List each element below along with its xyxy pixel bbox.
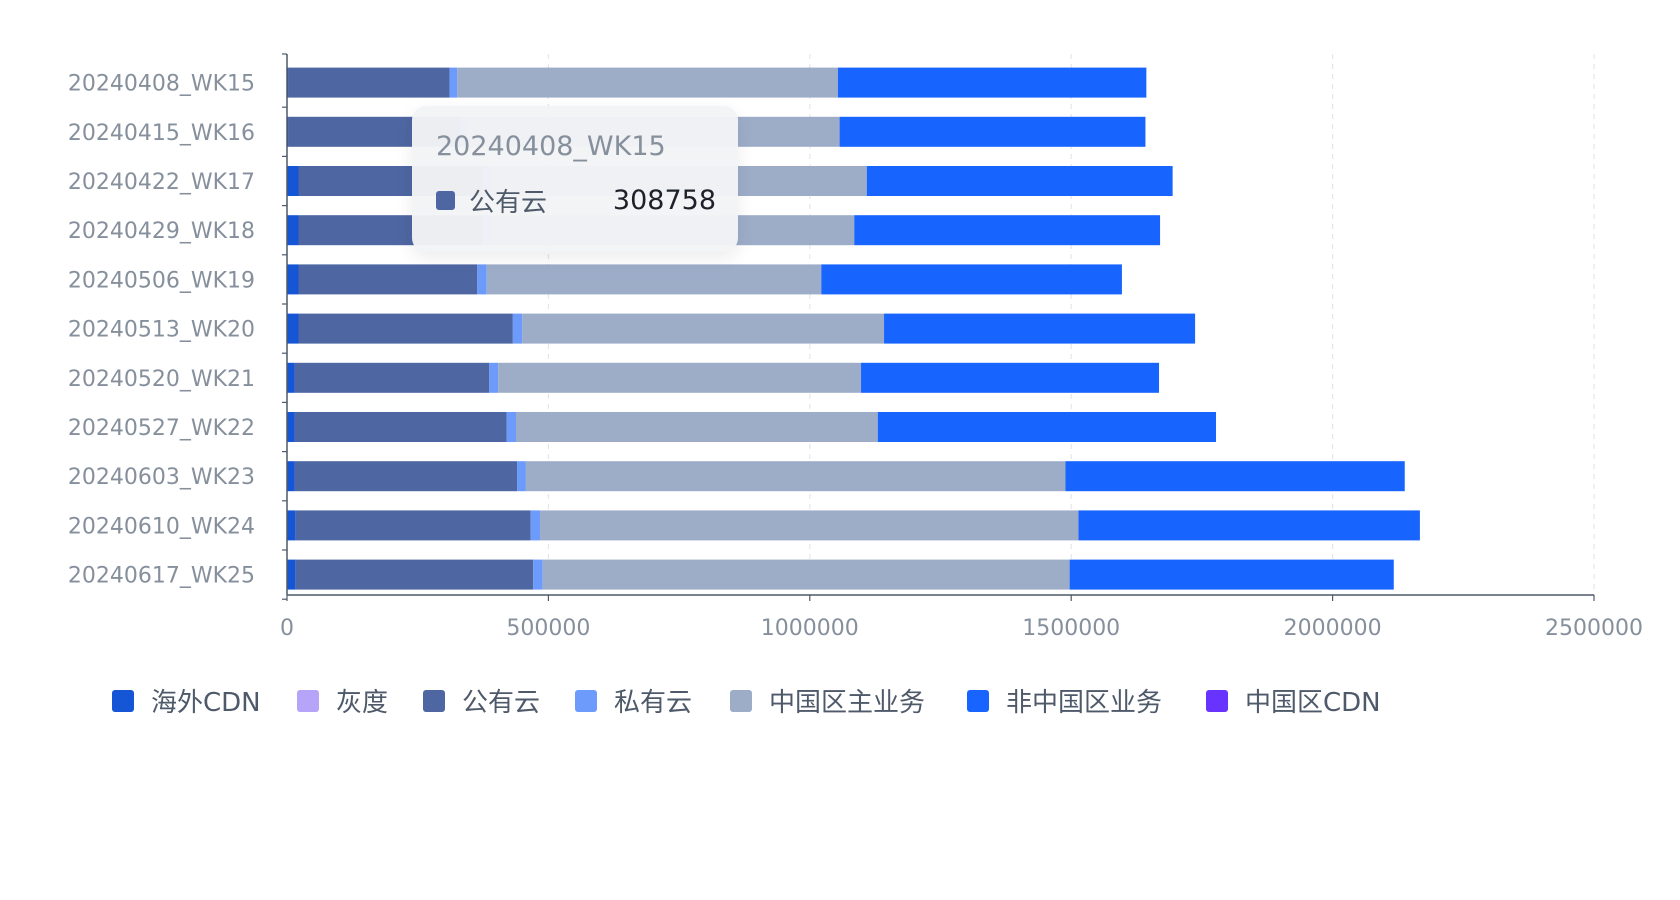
bar-segment[interactable]	[884, 313, 1196, 344]
tooltip-title: 20240408_WK15	[436, 131, 666, 162]
bar-segment[interactable]	[542, 559, 1070, 590]
bar-segment[interactable]	[821, 264, 1122, 295]
y-tick-label: 20240527_WK22	[68, 416, 255, 441]
x-tick-label: 500000	[506, 616, 590, 641]
bar-segment[interactable]	[287, 264, 299, 295]
bar-segment[interactable]	[294, 461, 518, 492]
bar-segment[interactable]	[1069, 559, 1394, 590]
x-tick-label: 2000000	[1284, 616, 1382, 641]
bar-segment[interactable]	[540, 510, 1079, 541]
legend-item[interactable]: 中国区主业务	[730, 688, 925, 718]
y-tick-label: 20240506_WK19	[68, 268, 255, 293]
legend-item[interactable]: 海外CDN	[112, 688, 261, 718]
y-tick-label: 20240617_WK25	[68, 564, 255, 589]
x-tick-label: 1000000	[761, 616, 859, 641]
legend-label: 中国区主业务	[769, 688, 925, 718]
x-tick-label: 1500000	[1022, 616, 1120, 641]
bar-segment[interactable]	[295, 559, 534, 590]
legend-label: 中国区CDN	[1245, 688, 1381, 718]
legend-item[interactable]: 私有云	[575, 688, 692, 718]
bar-segment[interactable]	[486, 264, 822, 295]
bar-segment[interactable]	[530, 510, 541, 541]
tooltip-series-value: 308758	[612, 185, 716, 216]
bar-segment[interactable]	[837, 67, 1147, 98]
bar-segment[interactable]	[1078, 510, 1420, 541]
bar-segment[interactable]	[506, 412, 516, 442]
y-tick-label: 20240513_WK20	[68, 318, 255, 343]
bar-segment[interactable]	[515, 412, 878, 442]
bar-segment[interactable]	[287, 313, 299, 344]
legend-item[interactable]: 公有云	[423, 688, 540, 718]
legend-swatch	[967, 690, 989, 712]
legend-swatch	[575, 690, 597, 712]
bar-segment[interactable]	[489, 362, 499, 393]
bar-segment[interactable]	[287, 412, 295, 442]
bar-segment[interactable]	[288, 67, 450, 98]
bar-segment[interactable]	[522, 313, 885, 344]
bar-segment[interactable]	[295, 510, 531, 541]
bar-segment[interactable]	[449, 67, 458, 98]
legend-label: 非中国区业务	[1006, 688, 1162, 718]
bar-segment[interactable]	[294, 362, 490, 393]
legend-item[interactable]: 非中国区业务	[967, 688, 1162, 718]
x-tick-label: 2500000	[1545, 616, 1643, 641]
bar-segment[interactable]	[294, 412, 507, 442]
legend-label: 海外CDN	[151, 688, 261, 718]
bar-segment[interactable]	[525, 461, 1066, 492]
bar-segment[interactable]	[287, 362, 295, 393]
tooltip-row: 公有云 308758	[436, 182, 716, 219]
bar-segment[interactable]	[287, 559, 296, 590]
bar-segment[interactable]	[287, 215, 299, 246]
bar-segment[interactable]	[839, 116, 1146, 147]
y-tick-label: 20240610_WK24	[68, 514, 255, 539]
bar-segment[interactable]	[866, 166, 1173, 196]
bar-segment[interactable]	[498, 362, 862, 393]
x-tick-label: 0	[280, 616, 294, 641]
bar-segment[interactable]	[298, 313, 513, 344]
legend-swatch	[730, 690, 752, 712]
y-tick-label: 20240429_WK18	[68, 219, 255, 244]
bar-segment[interactable]	[861, 362, 1160, 393]
legend-label: 私有云	[614, 688, 692, 718]
bar-segment[interactable]	[298, 264, 478, 295]
bar-segment[interactable]	[877, 412, 1217, 442]
hover-tooltip: 20240408_WK15 公有云 308758	[412, 106, 738, 252]
y-tick-label: 20240520_WK21	[68, 367, 255, 392]
y-tick-label: 20240408_WK15	[68, 72, 255, 97]
tooltip-series-swatch	[436, 191, 455, 210]
bar-segment[interactable]	[512, 313, 523, 344]
bar-segment[interactable]	[287, 461, 295, 492]
bar-segment[interactable]	[517, 461, 526, 492]
legend-label: 公有云	[462, 688, 540, 718]
tooltip-series-name: 公有云	[469, 188, 548, 218]
bar-segment[interactable]	[457, 67, 838, 98]
axis-layer: 20240408_WK15 20240415_WK16 20240422_WK17 2…	[68, 53, 1643, 641]
legend-layer: 海外CDN 灰度 公有云 私有云 中国区主业务 非中国区业务 中国区CDN	[112, 688, 1381, 718]
legend-swatch	[297, 690, 319, 712]
bar-segment[interactable]	[1065, 461, 1405, 492]
legend-item[interactable]: 灰度	[297, 688, 388, 718]
legend-swatch	[423, 690, 445, 712]
bar-segment[interactable]	[854, 215, 1161, 246]
y-tick-label: 20240422_WK17	[68, 170, 255, 195]
legend-swatch	[1206, 690, 1228, 712]
y-tick-label: 20240415_WK16	[68, 121, 255, 146]
legend-item[interactable]: 中国区CDN	[1206, 688, 1381, 718]
legend-label: 灰度	[336, 688, 388, 718]
y-tick-label: 20240603_WK23	[68, 465, 255, 490]
bar-segment[interactable]	[477, 264, 487, 295]
bar-segment[interactable]	[287, 166, 299, 196]
legend-swatch	[112, 690, 134, 712]
bar-segment[interactable]	[287, 510, 296, 541]
bar-segment[interactable]	[533, 559, 543, 590]
